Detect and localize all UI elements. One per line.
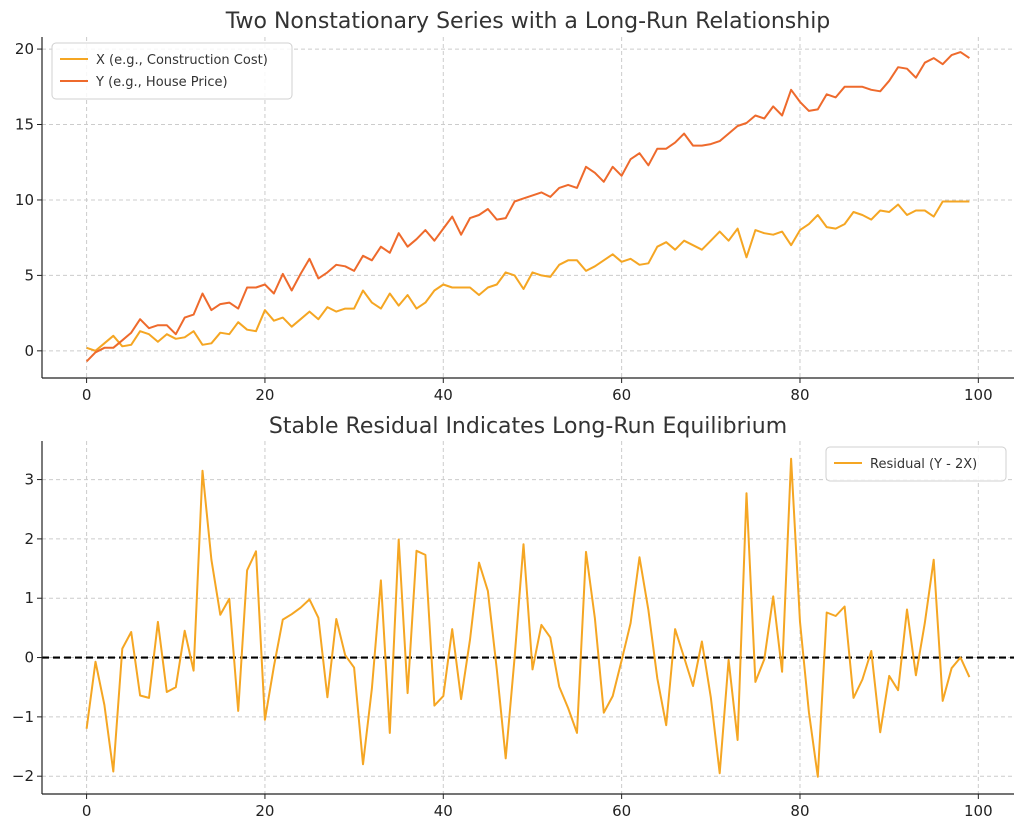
x-tick-label: 100 — [964, 802, 993, 817]
legend-label: Residual (Y - 2X) — [870, 457, 977, 472]
y-tick-label: 0 — [24, 649, 34, 667]
chart-title: Stable Residual Indicates Long-Run Equil… — [269, 414, 787, 439]
series-line-1 — [85, 457, 971, 778]
legend-label: X (e.g., Construction Cost) — [96, 53, 268, 68]
x-tick-label: 80 — [790, 802, 809, 817]
x-tick-label: 40 — [434, 802, 453, 817]
y-tick-label: −2 — [12, 767, 34, 785]
y-tick-label: 3 — [24, 471, 34, 489]
chart-panel-1: Two Nonstationary Series with a Long-Run… — [15, 9, 1014, 404]
x-tick-label: 40 — [434, 386, 453, 404]
legend: Residual (Y - 2X) — [825, 446, 1007, 482]
y-tick-label: 2 — [24, 530, 34, 548]
legend: X (e.g., Construction Cost) Y (e.g., Hous… — [51, 42, 293, 100]
x-tick-label: 100 — [964, 386, 993, 404]
x-tick-label: 0 — [82, 802, 92, 817]
chart-panel-2: Stable Residual Indicates Long-Run Equil… — [12, 414, 1014, 817]
legend-box — [51, 42, 293, 100]
y-tick-label: 0 — [24, 342, 34, 360]
y-tick-label: 5 — [24, 266, 34, 284]
x-tick-label: 20 — [255, 386, 274, 404]
y-tick-label: 15 — [15, 116, 34, 134]
legend-label: Y (e.g., House Price) — [95, 75, 228, 90]
x-tick-label: 80 — [790, 386, 809, 404]
series-line-1 — [86, 200, 970, 352]
y-tick-label: 1 — [24, 589, 34, 607]
series-line-2 — [85, 51, 970, 363]
x-tick-label: 60 — [612, 386, 631, 404]
y-tick-label: 20 — [15, 40, 34, 58]
x-tick-label: 0 — [82, 386, 92, 404]
y-tick-label: −1 — [12, 708, 34, 726]
legend-box — [825, 446, 1007, 482]
x-tick-label: 60 — [612, 802, 631, 817]
y-tick-label: 10 — [15, 191, 34, 209]
chart-title: Two Nonstationary Series with a Long-Run… — [225, 9, 831, 34]
x-tick-label: 20 — [255, 802, 274, 817]
